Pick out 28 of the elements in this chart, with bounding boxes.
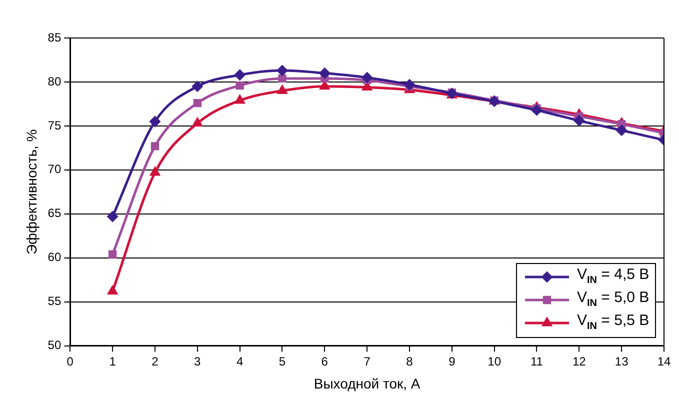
x-tick-label: 10 (488, 354, 502, 368)
x-tick-label: 4 (236, 354, 244, 368)
x-tick-label: 7 (364, 354, 371, 368)
x-tick-label: 2 (152, 354, 159, 368)
y-axis-title: Эффективность, % (23, 129, 40, 255)
legend-label: V$_{IN}$ = 5,0 В (577, 288, 650, 311)
legend-label: V$_{IN}$ = 4,5 В (577, 266, 650, 288)
y-tick-label: 50 (48, 338, 62, 352)
x-tick-label: 9 (448, 354, 456, 368)
y-tick-label: 70 (48, 162, 62, 176)
x-tick-label: 8 (406, 354, 414, 368)
x-tick-label: 5 (278, 354, 286, 368)
x-tick-label: 11 (530, 354, 544, 368)
x-axis-title: Выходной ток, А (314, 375, 421, 392)
x-tick-label: 0 (66, 354, 74, 368)
legend-label: V$_{IN}$ = 5,5 В (577, 312, 650, 334)
y-tick-label: 85 (48, 30, 62, 44)
x-tick-label: 14 (657, 354, 671, 368)
x-tick-label: 6 (321, 354, 328, 368)
x-tick-label: 1 (109, 354, 116, 368)
y-tick-label: 55 (48, 294, 62, 308)
y-tick-label: 80 (48, 74, 62, 88)
y-tick-label: 75 (48, 118, 62, 132)
x-tick-label: 3 (194, 354, 202, 368)
x-tick-label: 13 (614, 354, 629, 368)
y-tick-label: 60 (48, 250, 62, 264)
x-tick-label: 12 (572, 354, 586, 368)
y-tick-label: 65 (48, 206, 62, 220)
